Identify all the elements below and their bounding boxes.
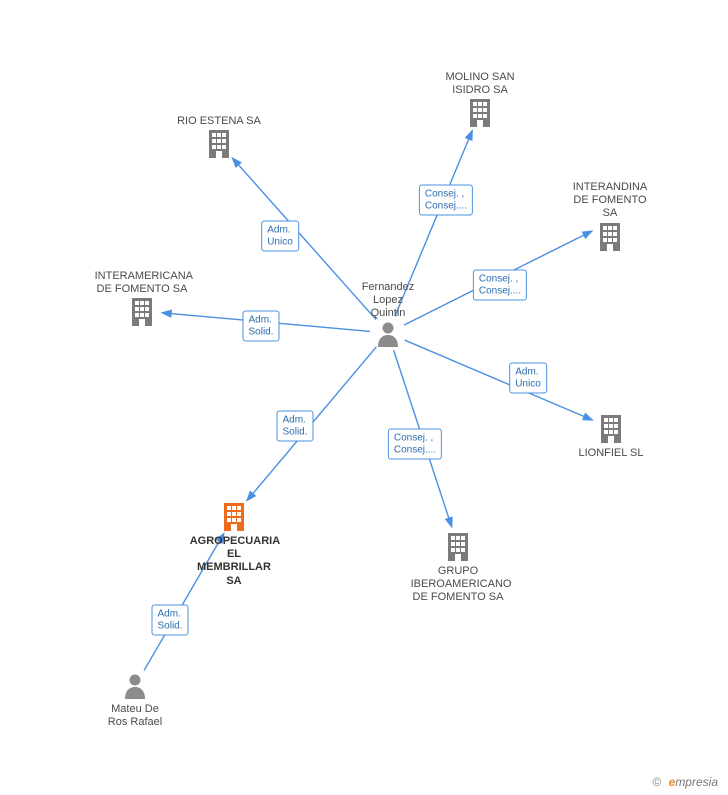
building-icon	[411, 531, 506, 561]
node-rio_estena[interactable]: RIO ESTENA SA	[175, 111, 264, 158]
edge-label: Adm. Solid.	[151, 605, 188, 636]
node-label: AGROPECUARIA EL MEMBRILLAR SA	[190, 535, 279, 588]
edge-label: Adm. Unico	[261, 221, 299, 252]
edge-line	[232, 158, 376, 320]
edge-label: Adm. Solid.	[276, 411, 313, 442]
building-icon	[445, 97, 515, 127]
edge-label: Consej. , Consej....	[419, 185, 473, 216]
node-label: INTERANDINA DE FOMENTO SA	[566, 181, 655, 221]
edge-label: Consej. , Consej....	[388, 429, 442, 460]
node-interandina[interactable]: INTERANDINA DE FOMENTO SA	[566, 177, 655, 251]
edge-line	[405, 340, 593, 420]
building-icon	[573, 413, 649, 443]
node-label: Fernandez Lopez Quintin	[356, 281, 420, 321]
node-label: Mateu De Ros Rafael	[100, 703, 170, 729]
node-label: INTERAMERICANA DE FOMENTO SA	[95, 270, 190, 296]
node-label: LIONFIEL SL	[573, 447, 649, 460]
edge-label: Adm. Unico	[509, 363, 547, 394]
building-icon	[190, 501, 279, 531]
node-label: RIO ESTENA SA	[175, 115, 264, 128]
edge-label: Adm. Solid.	[242, 311, 279, 342]
brand-rest: mpresia	[675, 775, 718, 789]
node-interamericana[interactable]: INTERAMERICANA DE FOMENTO SA	[95, 266, 190, 326]
node-mateu[interactable]: Mateu De Ros Rafael	[100, 673, 170, 729]
node-center_person[interactable]: Fernandez Lopez Quintin	[356, 277, 420, 347]
node-molino[interactable]: MOLINO SAN ISIDRO SA	[445, 67, 515, 127]
building-icon	[566, 221, 655, 251]
node-label: GRUPO IBEROAMERICANO DE FOMENTO SA	[411, 565, 506, 605]
node-grupo[interactable]: GRUPO IBEROAMERICANO DE FOMENTO SA	[411, 531, 506, 605]
node-agropecuaria[interactable]: AGROPECUARIA EL MEMBRILLAR SA	[190, 501, 279, 588]
building-icon	[95, 296, 190, 326]
footer-attribution: © empresia	[652, 775, 718, 789]
node-label: MOLINO SAN ISIDRO SA	[445, 71, 515, 97]
node-lionfiel[interactable]: LIONFIEL SL	[573, 413, 649, 460]
person-icon	[100, 673, 170, 699]
edge-label: Consej. , Consej....	[473, 270, 527, 301]
copyright-symbol: ©	[652, 775, 661, 789]
building-icon	[175, 128, 264, 158]
person-icon	[356, 321, 420, 347]
